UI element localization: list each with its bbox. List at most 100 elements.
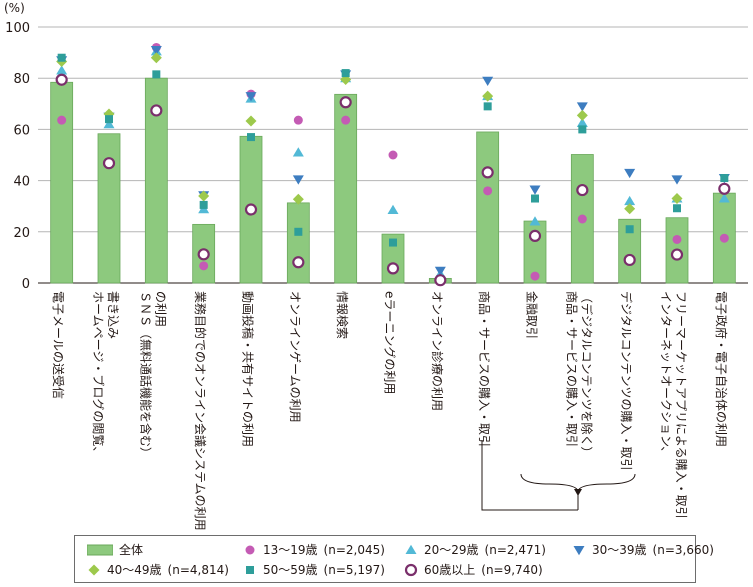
- legend-item-overall: 全体: [87, 542, 143, 558]
- y-tick-label: 80: [13, 72, 30, 87]
- legend-item: 40～49歳 (n=4,814): [87, 562, 229, 578]
- y-axis-unit: (%): [4, 1, 25, 15]
- y-tick-label: 20: [13, 226, 30, 241]
- category-label: オンラインゲームの利用: [288, 291, 302, 423]
- legend-label: 13～19歳 (n=2,045): [263, 543, 385, 557]
- marker-ring: [670, 248, 684, 261]
- marker-triangle-down: [671, 175, 683, 185]
- marker-triangle-down: [573, 546, 585, 556]
- marker-triangle-up: [103, 119, 115, 129]
- marker-triangle-up: [576, 117, 588, 127]
- category-label: 電子政府・電子自治体の利用: [714, 291, 729, 447]
- marker-ring: [623, 253, 636, 267]
- marker-circle: [577, 214, 587, 224]
- marker-triangle-down: [245, 92, 257, 102]
- marker-square: [531, 194, 539, 203]
- marker-triangle-up: [624, 195, 636, 206]
- bracket-arrowhead: [574, 489, 582, 496]
- chart: 0 20 40 60 80 100 (%) 電子メールの送受信 ホームページ・ブログの閲覧、…: [4, 1, 748, 531]
- category-label: 書き込み: [106, 291, 120, 339]
- marker-ring: [718, 182, 731, 195]
- category-label: 業務目的でのオンライン会議システムの利用: [193, 291, 208, 531]
- marker-circle: [388, 150, 398, 160]
- legend-label: 40～49歳 (n=4,814): [107, 563, 229, 577]
- marker-triangle-up: [529, 216, 541, 226]
- legend-label: 30～39歳 (n=3,660): [592, 543, 714, 557]
- markers: [55, 42, 731, 287]
- marker-square: [341, 69, 350, 78]
- marker-triangle-down: [529, 185, 541, 195]
- marker-diamond: [88, 564, 100, 576]
- legend-marker: [245, 545, 255, 555]
- category-label: 電子メールの送受信: [51, 291, 66, 399]
- marker-square: [578, 125, 587, 134]
- marker-ring: [434, 274, 447, 287]
- marker-circle: [293, 115, 303, 125]
- marker-square: [720, 174, 729, 183]
- marker-diamond: [482, 90, 494, 102]
- legend-item: 20～29歳 (n=2,471): [404, 542, 546, 558]
- legend-marker: [246, 566, 254, 574]
- category-label: ＳＮＳ（無料通話機能を含む）: [138, 291, 153, 459]
- marker-circle: [57, 115, 67, 125]
- marker-circle: [530, 271, 540, 281]
- bar: [476, 131, 500, 284]
- marker-triangle-down: [434, 266, 446, 276]
- marker-square: [105, 115, 113, 124]
- marker-ring: [404, 563, 418, 577]
- legend-item: 30～39歳 (n=3,660): [572, 542, 714, 558]
- marker-triangle-up: [292, 147, 304, 157]
- marker-ring: [339, 96, 352, 109]
- category-label: の利用: [153, 291, 167, 327]
- marker-square: [483, 102, 492, 111]
- legend-label: 50～59歳 (n=5,197): [263, 563, 385, 577]
- bar: [97, 133, 121, 284]
- marker-triangle-down: [292, 175, 304, 185]
- marker-ring: [386, 262, 400, 275]
- marker-square: [247, 133, 255, 142]
- legend-bar-swatch: [87, 544, 113, 556]
- bracket-brace: [520, 473, 636, 493]
- legend-marker: [573, 546, 585, 556]
- bar: [334, 93, 358, 284]
- marker-triangle-up: [405, 544, 417, 554]
- category-label: （デジタルコンテンツを除く）: [579, 291, 594, 459]
- marker-triangle-up: [387, 204, 399, 215]
- legend: 全体 13～19歳 (n=2,045) 20～29歳 (n=2,471) 30～39…: [74, 535, 714, 583]
- marker-diamond: [198, 190, 210, 202]
- category-label: フリーマーケットアプリによる購入・取引: [674, 291, 688, 519]
- marker-triangle-down: [576, 102, 588, 112]
- marker-square: [57, 53, 66, 62]
- marker-diamond: [245, 115, 257, 127]
- marker-ring: [292, 256, 305, 269]
- marker-circle: [341, 115, 351, 125]
- marker-square: [199, 200, 208, 209]
- category-label: オンライン診療の利用: [430, 291, 445, 411]
- marker-triangle-up: [56, 65, 68, 75]
- y-axis-ticks: 0 20 40 60 80 100: [5, 21, 30, 292]
- marker-ring: [102, 157, 116, 170]
- marker-ring: [481, 166, 494, 179]
- y-tick-label: 40: [13, 175, 30, 190]
- marker-circle: [719, 233, 729, 243]
- category-label: 情報検索: [335, 291, 349, 339]
- legend-item: 50～59歳 (n=5,197): [243, 562, 385, 578]
- marker-triangle-down: [150, 46, 162, 56]
- category-label: 商品・サービスの購入・取引: [564, 291, 579, 447]
- marker-triangle-down: [624, 168, 636, 179]
- category-labels: 電子メールの送受信 ホームページ・ブログの閲覧、 書き込み ＳＮＳ（無料通話機能を含む…: [51, 291, 729, 531]
- y-tick-label: 60: [13, 123, 30, 138]
- legend-item: 13～19歳 (n=2,045): [243, 542, 385, 558]
- bracket-arrow: [481, 440, 636, 511]
- category-label: 金融取引: [525, 291, 540, 339]
- y-tick-label: 100: [5, 21, 30, 36]
- marker-square: [294, 227, 303, 236]
- legend-marker: [88, 564, 100, 576]
- legend-marker: [404, 563, 418, 577]
- marker-ring: [528, 229, 542, 242]
- legend-label: 20～29歳 (n=2,471): [424, 543, 546, 557]
- marker-square: [389, 238, 397, 247]
- marker-circle: [199, 261, 209, 271]
- marker-square: [152, 70, 161, 79]
- marker-ring: [244, 203, 258, 216]
